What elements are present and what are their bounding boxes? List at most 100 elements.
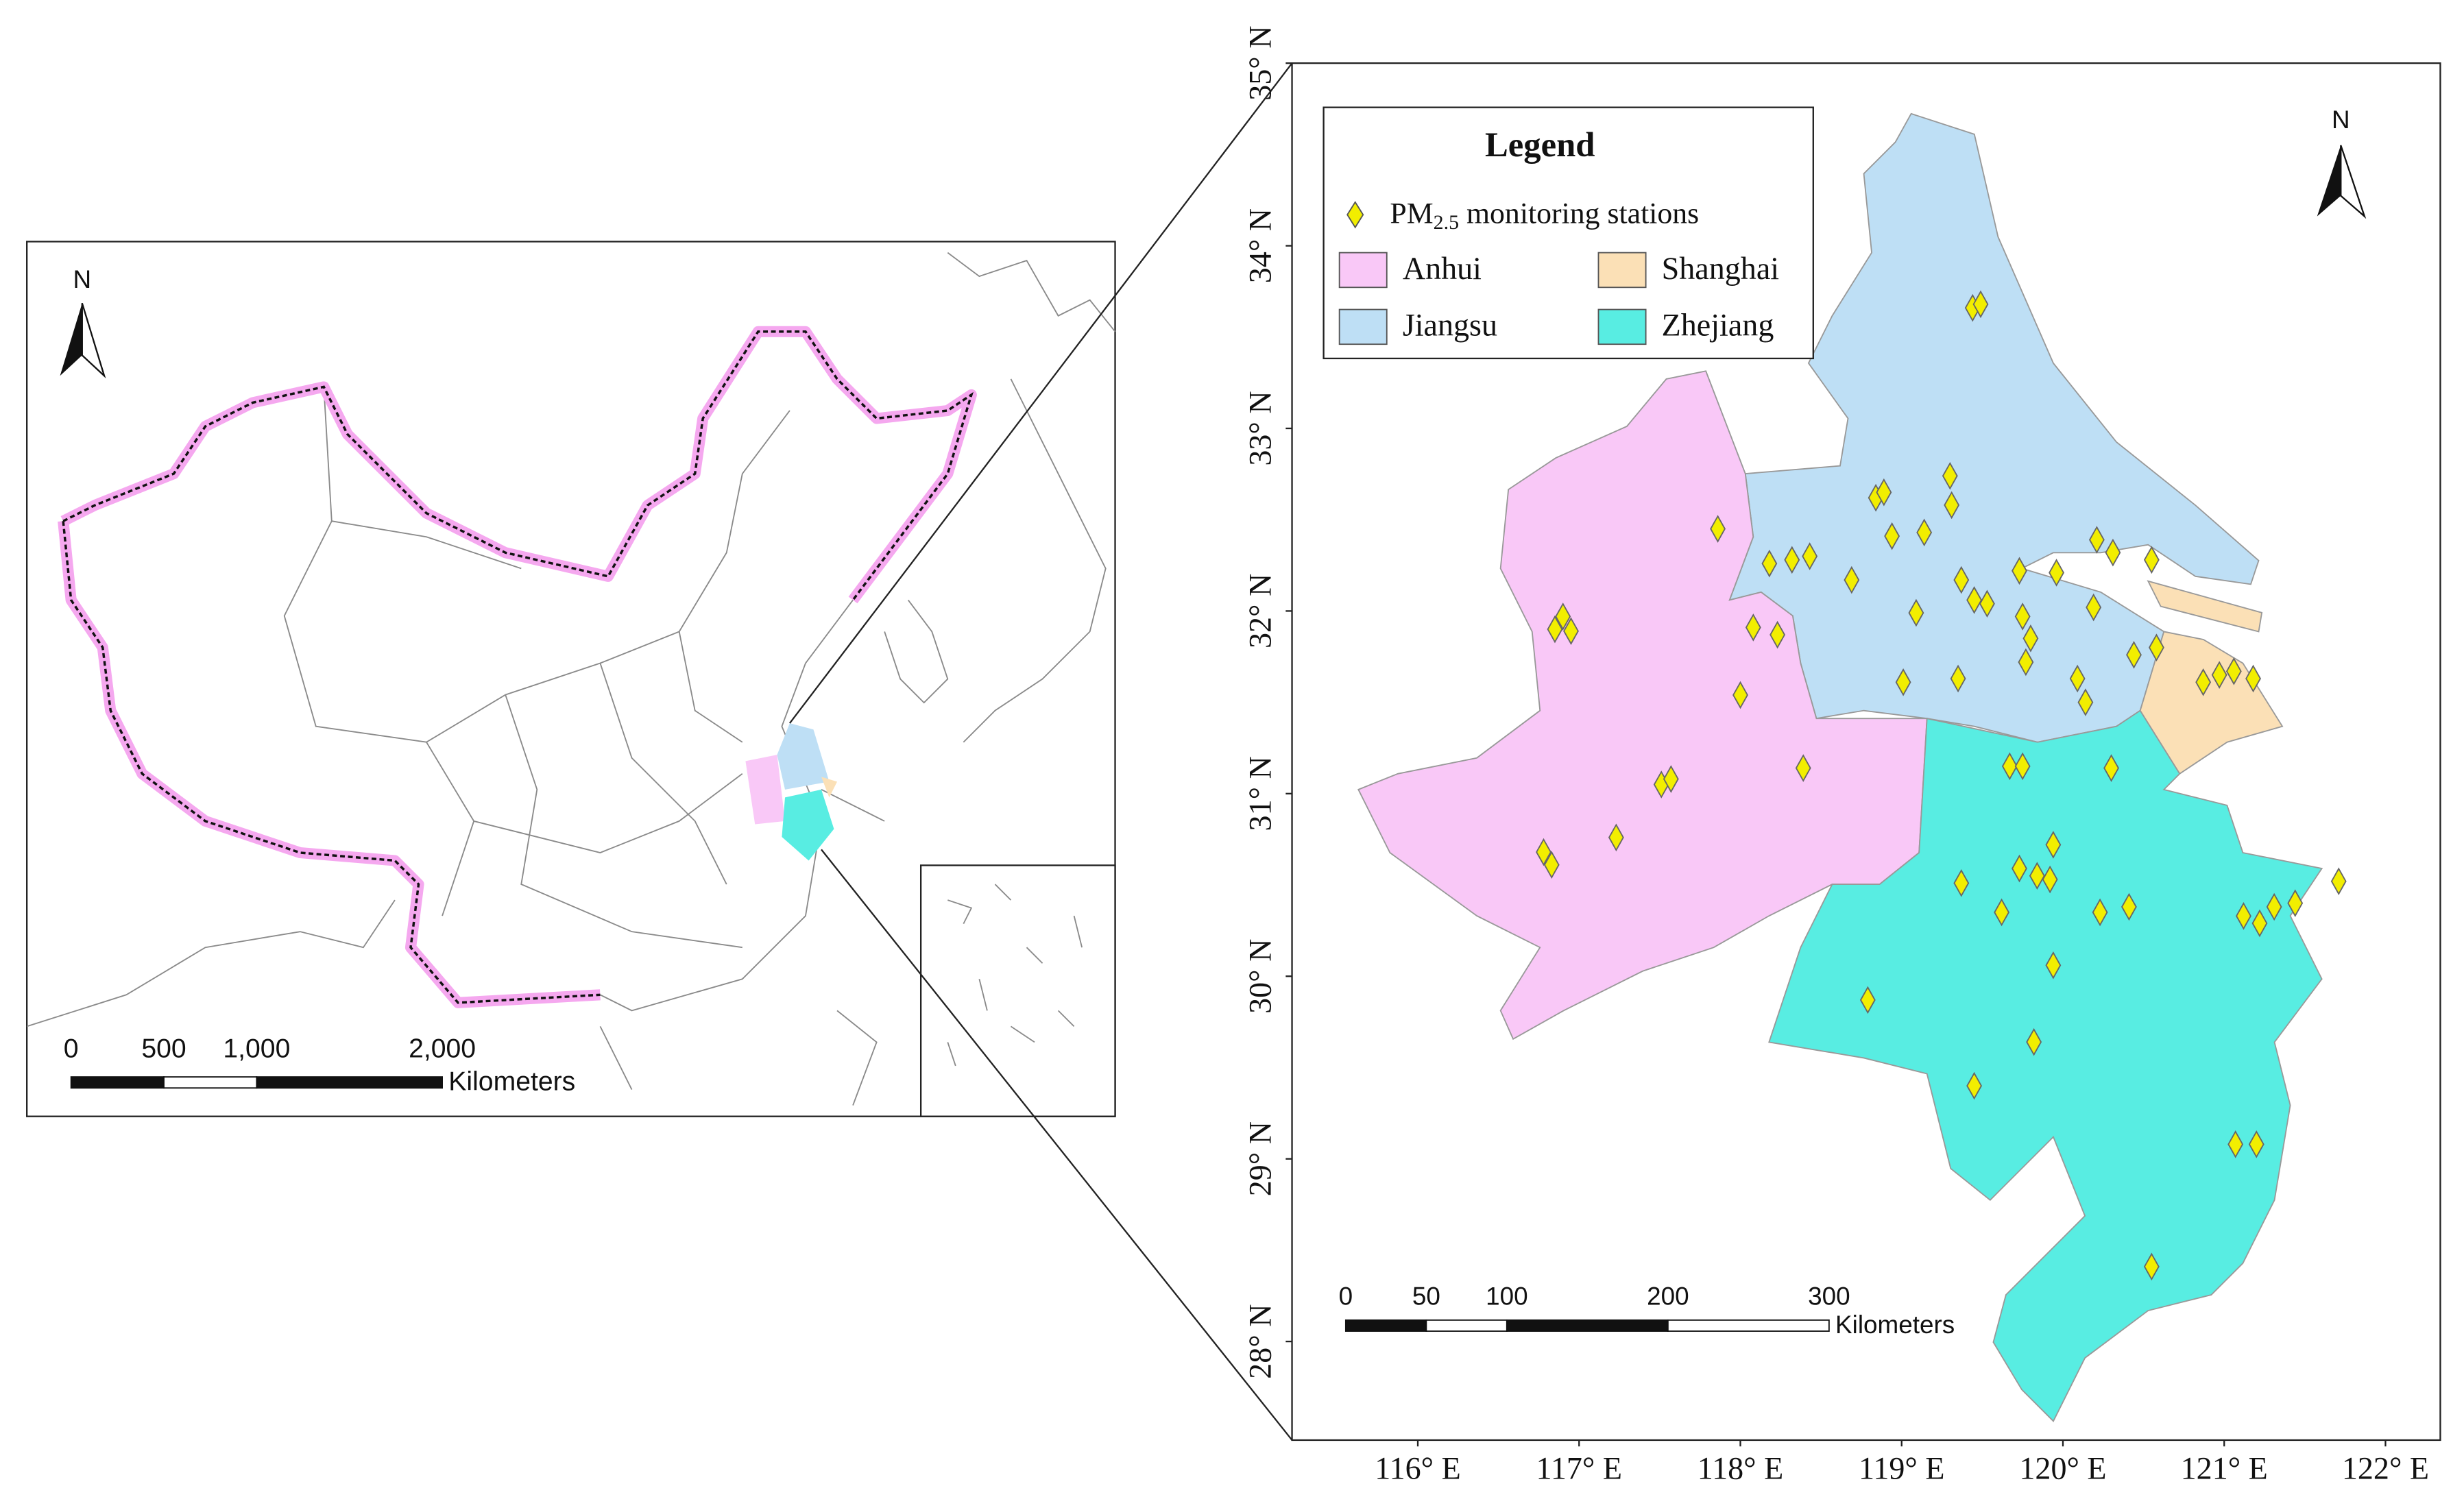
station <box>2045 951 2062 980</box>
station <box>2088 526 2105 554</box>
station <box>1942 461 1958 490</box>
y-tick-label: 33° N <box>1243 391 1278 465</box>
coastline <box>600 599 854 1012</box>
station <box>2014 752 2031 781</box>
y-tick-label: 29° N <box>1243 1121 1278 1196</box>
north-arrow: N <box>60 265 106 379</box>
legend-box <box>1322 106 1814 360</box>
label-subscript: 2.5 <box>1434 211 1459 234</box>
station <box>1966 586 1983 614</box>
jiangsu-small <box>777 723 830 790</box>
station <box>1908 598 1924 627</box>
station <box>1876 478 1892 507</box>
station <box>2126 641 2142 669</box>
scale-segment <box>1506 1319 1669 1332</box>
stations <box>1536 290 2347 1281</box>
station <box>2012 854 2027 883</box>
province-lines <box>283 387 790 949</box>
station <box>2042 865 2058 894</box>
station <box>1563 617 1579 646</box>
scale-label: 2,000 <box>409 1034 476 1063</box>
shanghai <box>2139 631 2284 775</box>
station <box>2026 1027 2042 1056</box>
scale-segment <box>1425 1319 1508 1332</box>
legend: Legend PM2.5 monitoring stations Anhui Sh… <box>1322 106 1814 360</box>
north-label: N <box>2332 106 2350 134</box>
anhui <box>1357 370 1928 1041</box>
inset-islands <box>947 884 1083 1067</box>
label-suffix: monitoring stations <box>1459 197 1699 230</box>
station <box>2121 892 2137 921</box>
station <box>1536 838 1551 866</box>
station <box>2236 902 2251 930</box>
station <box>2195 668 2212 696</box>
station <box>2330 867 2347 896</box>
scale-unit: Kilometers <box>1835 1311 1955 1339</box>
scale-label: 1,000 <box>223 1034 290 1063</box>
x-tick-label: 121° E <box>2181 1451 2268 1486</box>
station <box>1895 668 1911 696</box>
station <box>1972 290 1989 319</box>
scale-segment <box>1344 1319 1427 1332</box>
station <box>2077 688 2094 716</box>
anhui-small <box>745 755 786 825</box>
scale-label: 0 <box>1339 1282 1353 1310</box>
scale-label: 50 <box>1412 1282 1440 1310</box>
neighbour-lines <box>26 252 1116 1106</box>
legend-label: Jiangsu <box>1403 308 1497 343</box>
station <box>1663 765 1679 793</box>
x-tick-label: 117° E <box>1536 1451 1622 1486</box>
y-tick-label: 32° N <box>1243 574 1278 648</box>
station <box>1979 589 1995 618</box>
station <box>2245 664 2261 693</box>
station <box>1802 542 1818 570</box>
station <box>2001 752 2018 781</box>
legend-swatch <box>1338 308 1388 345</box>
legend-label: Zhejiang <box>1662 308 1774 343</box>
x-tick-label: 118° E <box>1698 1451 1783 1486</box>
legend-label: Shanghai <box>1662 251 1779 286</box>
station <box>1555 603 1571 631</box>
station <box>2022 624 2039 653</box>
station <box>1966 1071 1983 1100</box>
station <box>2248 1130 2264 1158</box>
inset-frame <box>919 864 1116 1117</box>
legend-title: Legend <box>1485 125 1595 164</box>
station <box>2143 546 2160 574</box>
station <box>1884 522 1900 550</box>
station <box>2018 648 2034 677</box>
station <box>2287 889 2304 917</box>
station <box>2086 593 2102 622</box>
y-tick-label: 35° N <box>1243 26 1278 101</box>
station <box>2211 661 2227 689</box>
scale-label: 200 <box>1647 1282 1689 1310</box>
station <box>1547 615 1563 644</box>
station <box>1745 613 1761 642</box>
scale-segment <box>70 1076 165 1089</box>
station <box>2029 862 2045 890</box>
legend-swatch <box>1597 252 1647 289</box>
station <box>1953 869 1970 897</box>
scale-label: 100 <box>1486 1282 1528 1310</box>
station <box>1944 491 1960 520</box>
station <box>2103 754 2119 782</box>
legend-swatch <box>1597 308 1647 345</box>
station <box>2227 1130 2244 1158</box>
scale-segment <box>1667 1319 1830 1332</box>
national-border <box>62 330 974 601</box>
north-label: N <box>73 265 91 293</box>
station <box>1732 681 1748 709</box>
station <box>2148 633 2164 661</box>
scale-label: 300 <box>1808 1282 1850 1310</box>
y-tick-label: 31° N <box>1243 756 1278 831</box>
station <box>1770 620 1786 649</box>
station <box>2049 559 2064 587</box>
zhejiang-small <box>782 789 834 861</box>
x-tick-label: 116° E <box>1375 1451 1460 1486</box>
chongming-island <box>2147 580 2263 633</box>
legend-label: Anhui <box>1403 251 1482 286</box>
station <box>2105 538 2121 567</box>
station <box>1795 754 1811 782</box>
